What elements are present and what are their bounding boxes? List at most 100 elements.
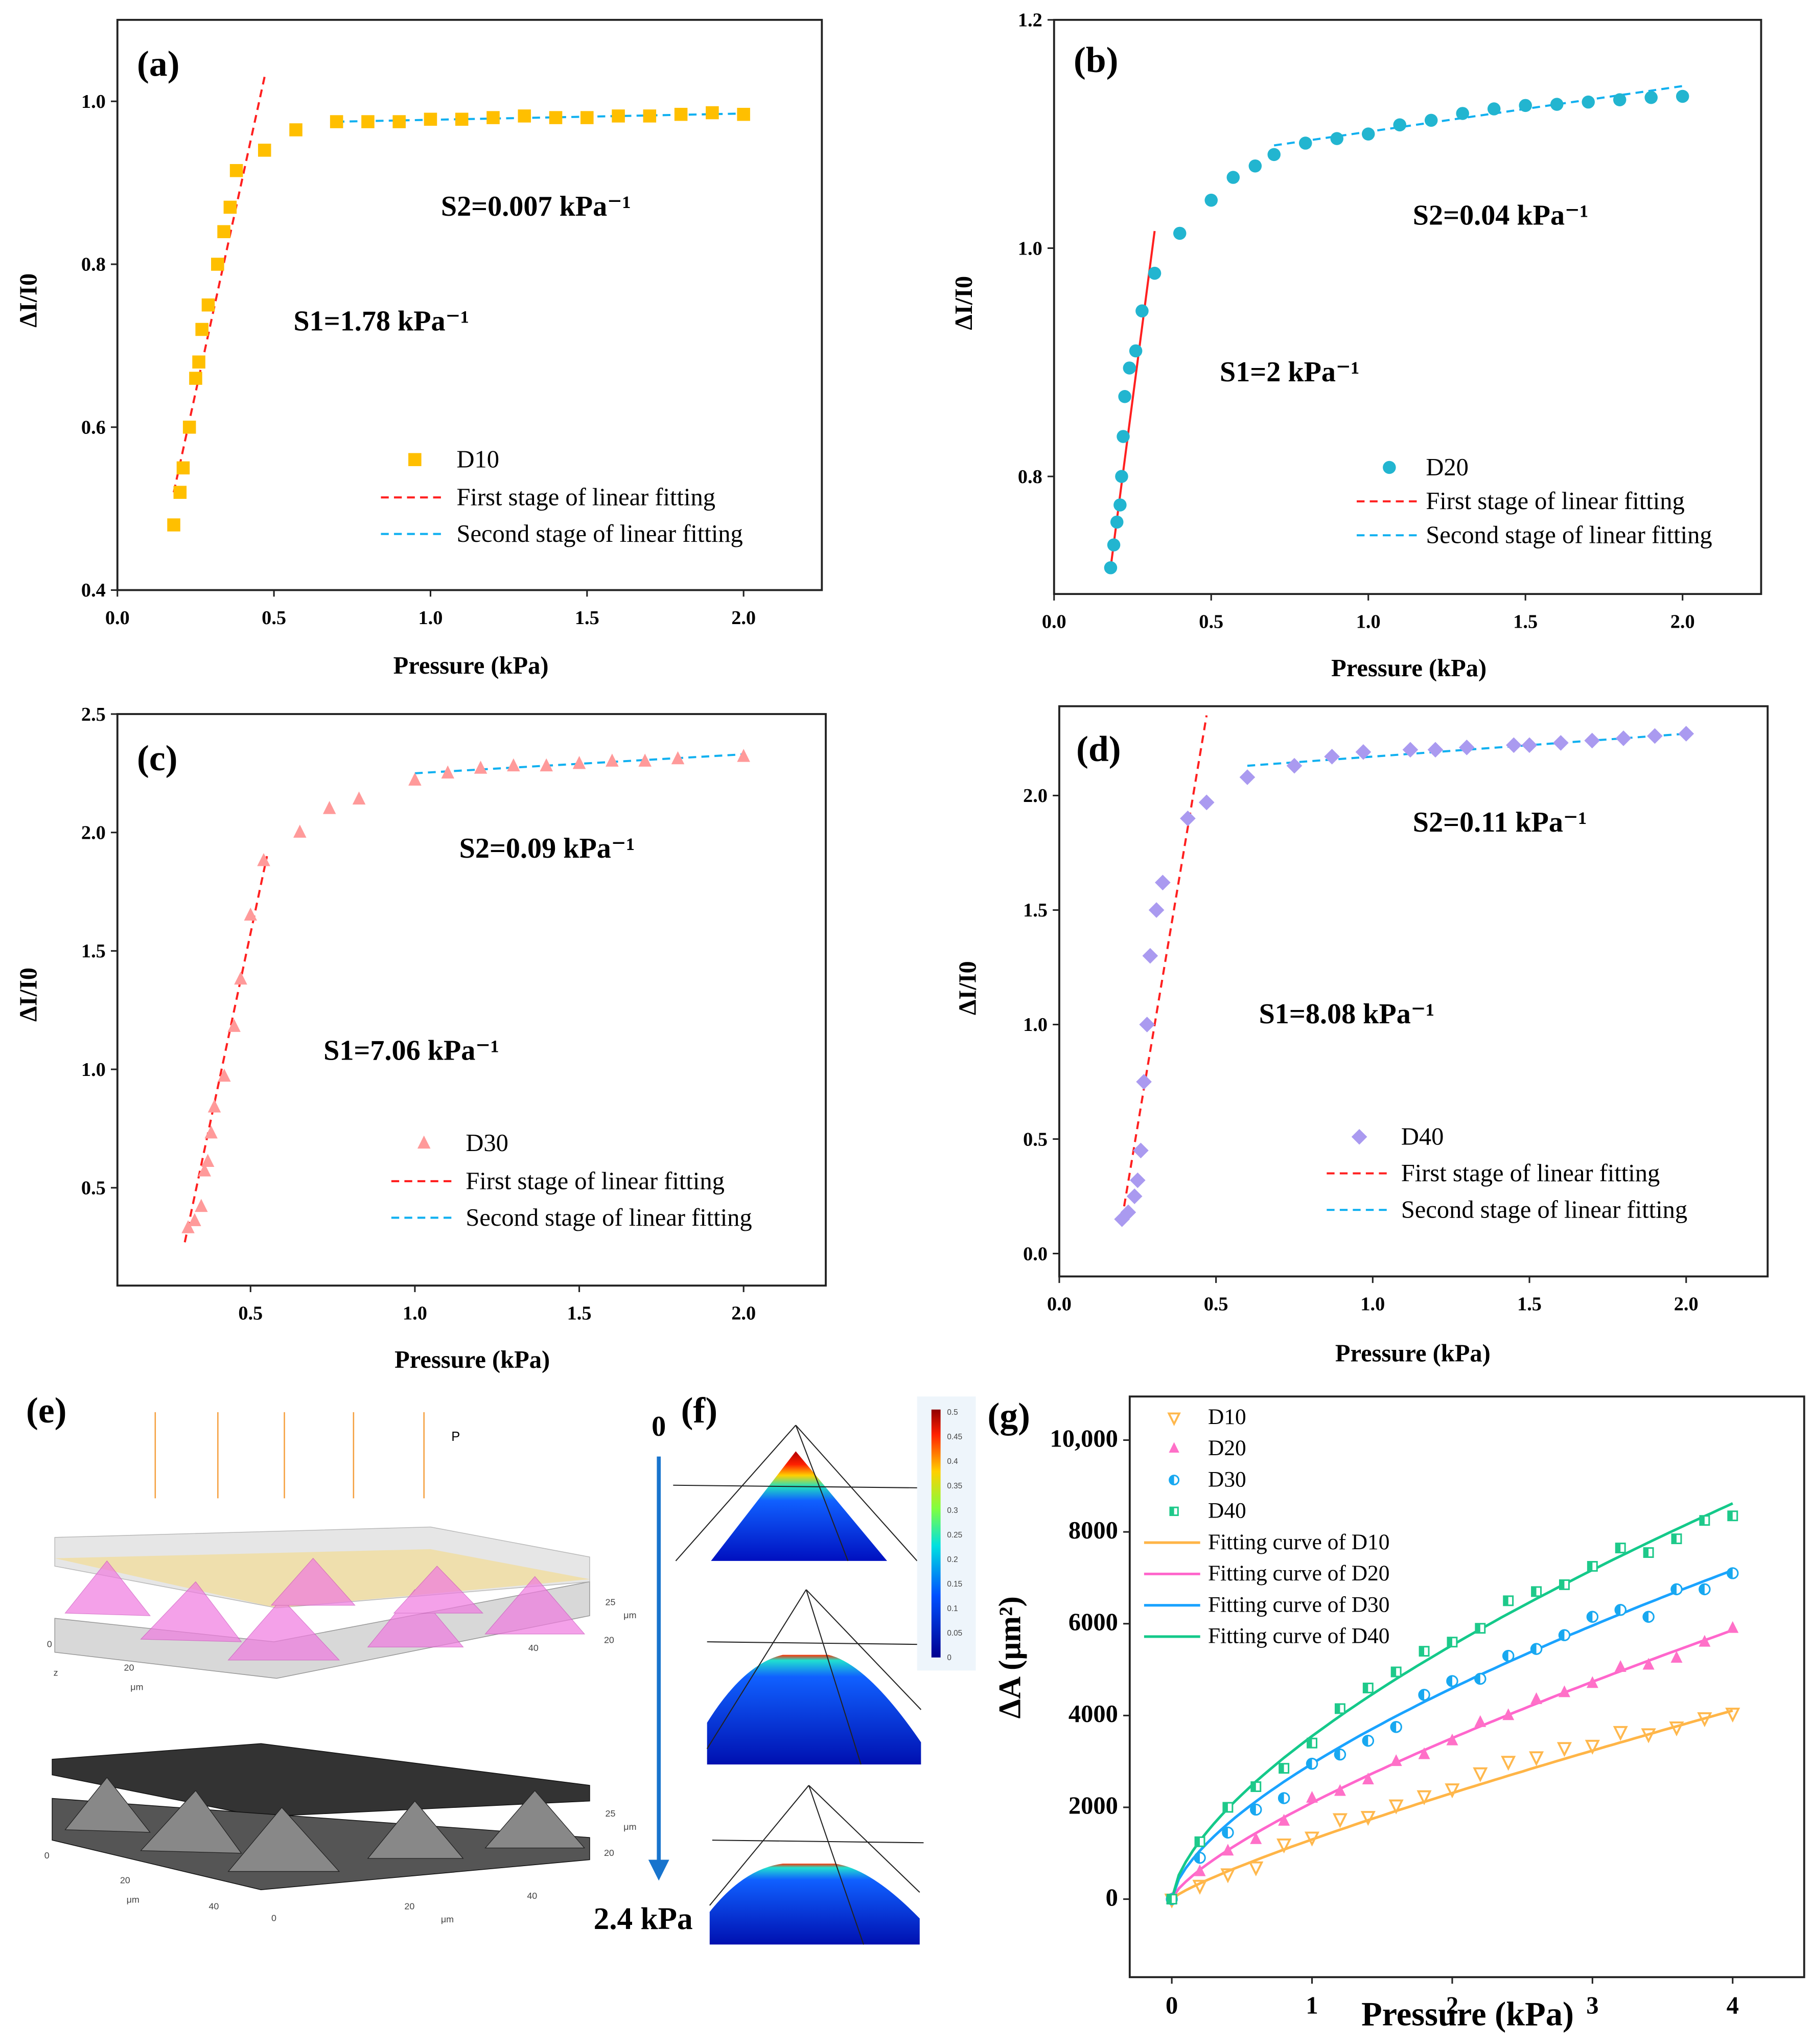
marker-fill bbox=[1727, 1568, 1733, 1579]
data-point-D30 bbox=[1474, 1672, 1486, 1685]
y-tick-label: 1.5 bbox=[1023, 900, 1048, 921]
axis-label: 20 bbox=[604, 1848, 614, 1858]
legend: D20 First stage of linear fitting Second s… bbox=[1357, 454, 1712, 549]
data-point bbox=[201, 1154, 215, 1167]
data-point bbox=[1584, 732, 1600, 749]
panel-e-simulation-model: (e) P 0 20 μm 40 25 μm 20 z bbox=[26, 1390, 636, 1924]
data-point bbox=[392, 115, 406, 128]
data-point-D20 bbox=[1727, 1621, 1739, 1633]
panel-label-g: (g) bbox=[988, 1395, 1030, 1436]
fit-curve-D10 bbox=[1171, 1709, 1733, 1900]
data-point-D30 bbox=[1250, 1803, 1262, 1816]
data-point bbox=[188, 1213, 201, 1226]
data-point-D20 bbox=[1362, 1773, 1374, 1785]
panel-label-a: (a) bbox=[137, 44, 179, 84]
x-tick-label: 1.5 bbox=[567, 1303, 592, 1324]
legend-marker bbox=[1169, 1506, 1179, 1517]
data-point bbox=[1402, 742, 1419, 758]
data-point-D30 bbox=[1642, 1611, 1655, 1623]
data-point bbox=[737, 749, 750, 762]
data-point-D40 bbox=[1250, 1781, 1262, 1793]
data-point-D30 bbox=[1502, 1649, 1515, 1662]
panel-label-c: (c) bbox=[137, 738, 177, 778]
data-point bbox=[1644, 90, 1658, 104]
data-point bbox=[1142, 948, 1158, 964]
y-tick-label: 1.0 bbox=[81, 91, 106, 112]
fit-line-2 bbox=[1247, 732, 1686, 767]
data-point bbox=[289, 123, 303, 136]
colorbar-tick-label: 0.5 bbox=[947, 1408, 958, 1417]
fit-curve-D30 bbox=[1170, 1569, 1733, 1900]
stress-image-2-4kpa bbox=[709, 1785, 924, 1945]
plot-frame bbox=[116, 713, 827, 1287]
data-point bbox=[674, 107, 688, 121]
panel-f-stress-distribution: (f) 0 2.4 kPa 0.50.450.40.350.30.250.20.… bbox=[594, 1390, 976, 1945]
data-point-D40 bbox=[1334, 1703, 1345, 1714]
colorbar-tick-label: 0.15 bbox=[947, 1580, 962, 1589]
data-point bbox=[330, 115, 343, 128]
data-point bbox=[176, 461, 190, 475]
plot-frame bbox=[1128, 1395, 1805, 1979]
y-tick-label: 1.0 bbox=[1018, 238, 1042, 259]
data-point bbox=[244, 907, 258, 921]
marker-fill bbox=[1251, 1782, 1256, 1792]
arrow-head-icon bbox=[648, 1859, 669, 1881]
marker-fill bbox=[1167, 1894, 1172, 1904]
data-point-D40 bbox=[1194, 1836, 1205, 1847]
data-point bbox=[572, 756, 586, 769]
data-point bbox=[1148, 266, 1161, 280]
axis-label: μm bbox=[623, 1610, 636, 1620]
data-point bbox=[1456, 107, 1469, 120]
data-point-D40 bbox=[1222, 1802, 1234, 1813]
data-point-D10 bbox=[1220, 1868, 1236, 1884]
data-point bbox=[1110, 515, 1124, 529]
marker-fill bbox=[1390, 1721, 1397, 1733]
data-point bbox=[1506, 737, 1522, 753]
data-point-D10 bbox=[1276, 1838, 1292, 1854]
data-point bbox=[1155, 875, 1171, 891]
axis-label: 40 bbox=[208, 1901, 219, 1911]
marker-fill bbox=[1531, 1587, 1537, 1596]
x-axis-label: Pressure (kPa) bbox=[393, 652, 549, 679]
x-tick-label: 4 bbox=[1727, 1992, 1739, 2019]
legend-label: Second stage of linear fitting bbox=[457, 520, 743, 547]
plot-frame bbox=[1053, 18, 1762, 595]
data-point-D30 bbox=[1446, 1675, 1458, 1687]
data-point bbox=[671, 751, 685, 765]
legend-marker bbox=[417, 1135, 431, 1149]
data-point-D30 bbox=[1699, 1583, 1711, 1596]
chart-panel-g: 0 1 2 3 4 0 2000 4000 6000 8000 10,000 (g) Pressure … bbox=[988, 1395, 1805, 2033]
x-tick-label: 2.0 bbox=[1674, 1294, 1699, 1315]
marker-fill bbox=[1279, 1793, 1284, 1804]
data-point bbox=[638, 753, 652, 767]
data-point bbox=[234, 971, 247, 985]
x-axis-label: Pressure (kPa) bbox=[1335, 1340, 1491, 1367]
chart-panel-d: 0.0 0.5 1.0 1.5 2.0 0.0 0.5 1.0 1.5 2.0 (d) Pressur… bbox=[955, 705, 1769, 1367]
y-tick-label: 0.8 bbox=[81, 254, 106, 275]
x-tick-label: 0.0 bbox=[1042, 611, 1066, 633]
legend-label: Fitting curve of D30 bbox=[1208, 1592, 1389, 1617]
data-point bbox=[1117, 430, 1130, 443]
x-tick-label: 1.0 bbox=[1356, 611, 1381, 633]
data-point bbox=[1113, 498, 1127, 512]
marker-fill bbox=[1588, 1561, 1593, 1571]
axis-label: 20 bbox=[124, 1662, 134, 1672]
fit-line-1 bbox=[1109, 231, 1156, 568]
data-point bbox=[322, 801, 336, 814]
x-tick-label: 2.0 bbox=[1670, 611, 1695, 633]
data-point-D40 bbox=[1390, 1666, 1402, 1678]
x-tick-label: 1.0 bbox=[419, 607, 443, 629]
data-point-D20 bbox=[1418, 1747, 1430, 1759]
data-point bbox=[181, 1220, 195, 1233]
legend-marker bbox=[1169, 1442, 1179, 1453]
data-point-D10 bbox=[1585, 1739, 1600, 1755]
axis-label: 40 bbox=[527, 1891, 537, 1901]
legend-label: D20 bbox=[1208, 1436, 1246, 1460]
data-point bbox=[167, 518, 180, 532]
data-point bbox=[1393, 118, 1406, 132]
charts: 0.0 0.5 1.0 1.5 2.0 0.4 0.6 0.8 1.0 (a) Pressure (… bbox=[15, 10, 1805, 2033]
data-point bbox=[1613, 93, 1627, 106]
stress-image-mid bbox=[706, 1589, 922, 1765]
legend-label: Fitting curve of D40 bbox=[1208, 1624, 1389, 1648]
x-tick-label: 0.0 bbox=[105, 607, 130, 629]
